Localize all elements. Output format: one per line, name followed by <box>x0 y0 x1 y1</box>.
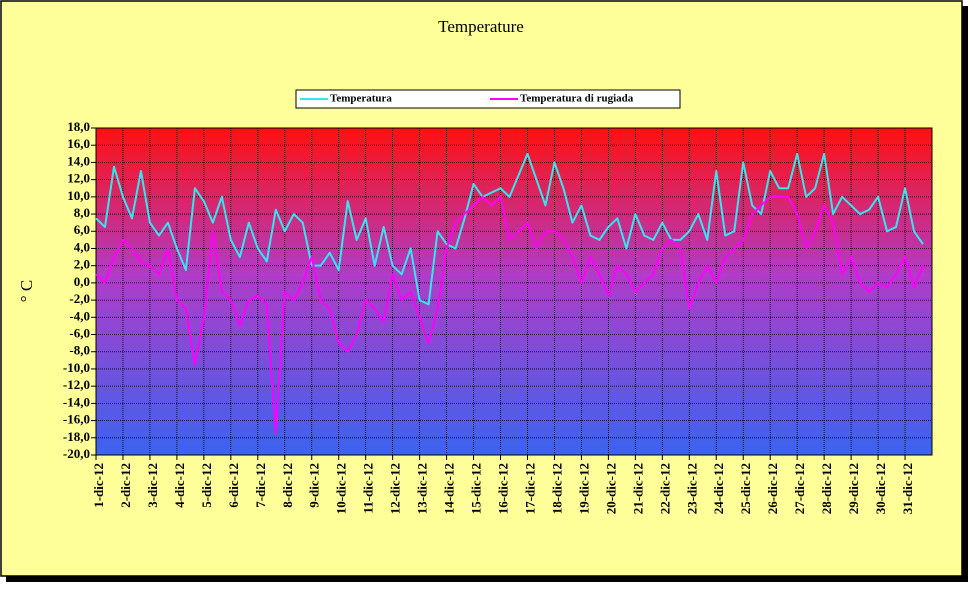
legend-label: Temperatura <box>330 93 392 105</box>
legend <box>295 89 681 109</box>
x-tick-label: 25-dic-12 <box>738 463 753 514</box>
x-tick-label: 14-dic-12 <box>442 463 457 514</box>
x-tick-label: 11-dic-12 <box>361 463 376 514</box>
y-tick-label: -18,0 <box>63 429 90 444</box>
chart-title: Temperature <box>438 17 524 36</box>
y-tick-label: 14,0 <box>67 153 90 168</box>
x-tick-label: 10-dic-12 <box>334 463 349 514</box>
y-tick-label: 6,0 <box>74 222 90 237</box>
x-tick-label: 2-dic-12 <box>118 463 133 508</box>
x-tick-label: 12-dic-12 <box>388 463 403 514</box>
y-tick-label: 12,0 <box>67 171 90 186</box>
y-tick-label: 8,0 <box>74 205 90 220</box>
y-tick-label: -2,0 <box>69 291 90 306</box>
y-tick-label: 10,0 <box>67 188 90 203</box>
y-tick-label: 18,0 <box>67 119 90 134</box>
x-tick-label: 20-dic-12 <box>603 463 618 514</box>
y-tick-label: -12,0 <box>63 377 90 392</box>
x-tick-label: 4-dic-12 <box>172 463 187 508</box>
x-tick-label: 6-dic-12 <box>226 463 241 508</box>
x-tick-label: 23-dic-12 <box>684 463 699 514</box>
line-series <box>95 195 924 435</box>
x-tick-label: 30-dic-12 <box>873 463 888 514</box>
x-tick-label: 18-dic-12 <box>549 463 564 514</box>
y-tick-label: -8,0 <box>69 343 90 358</box>
y-tick-label: -20,0 <box>63 446 90 461</box>
y-tick-label: -6,0 <box>69 326 90 341</box>
y-tick-label: -10,0 <box>63 360 90 375</box>
y-tick-label: -4,0 <box>69 308 90 323</box>
y-tick-label: -14,0 <box>63 394 90 409</box>
line-series <box>95 152 924 306</box>
y-tick-label: 0,0 <box>74 274 90 289</box>
y-tick-label: -16,0 <box>63 412 90 427</box>
x-tick-label: 29-dic-12 <box>846 463 861 514</box>
x-tick-label: 7-dic-12 <box>253 463 268 508</box>
x-tick-label: 24-dic-12 <box>711 463 726 514</box>
x-tick-label: 17-dic-12 <box>522 463 537 514</box>
x-tick-label: 28-dic-12 <box>819 463 834 514</box>
x-tick-label: 8-dic-12 <box>280 463 295 508</box>
x-tick-label: 22-dic-12 <box>657 463 672 514</box>
legend-label: Temperatura di rugiada <box>520 93 634 105</box>
y-tick-label: 16,0 <box>67 136 90 151</box>
x-tick-label: 27-dic-12 <box>792 463 807 514</box>
x-tick-label: 13-dic-12 <box>415 463 430 514</box>
x-tick-label: 3-dic-12 <box>145 463 160 508</box>
x-tick-label: 9-dic-12 <box>307 463 322 508</box>
y-tick-label: 2,0 <box>74 257 90 272</box>
x-tick-label: 21-dic-12 <box>630 463 645 514</box>
y-tick-label: 4,0 <box>74 239 90 254</box>
x-tick-label: 1-dic-12 <box>91 463 106 508</box>
x-tick-label: 5-dic-12 <box>199 463 214 508</box>
y-axis-label: ° C <box>17 280 36 302</box>
x-tick-label: 26-dic-12 <box>765 463 780 514</box>
x-tick-label: 19-dic-12 <box>576 463 591 514</box>
x-tick-label: 16-dic-12 <box>496 463 511 514</box>
x-tick-label: 31-dic-12 <box>900 463 915 514</box>
x-tick-label: 15-dic-12 <box>469 463 484 514</box>
